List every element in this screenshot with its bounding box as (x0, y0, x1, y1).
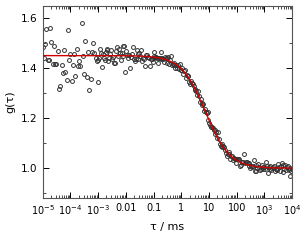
X-axis label: τ / ms: τ / ms (150, 223, 185, 233)
Y-axis label: g(τ): g(τ) (6, 91, 16, 113)
